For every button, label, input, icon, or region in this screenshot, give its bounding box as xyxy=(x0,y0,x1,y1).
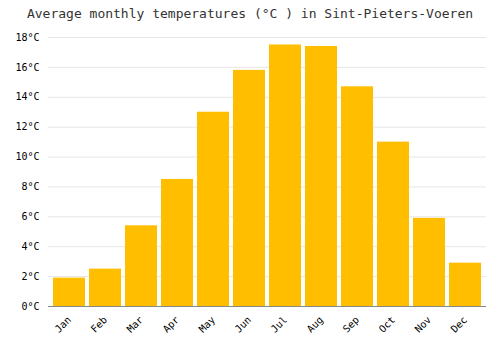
svg-text:16°C: 16°C xyxy=(15,62,39,73)
svg-text:18°C: 18°C xyxy=(15,32,39,43)
svg-text:2°C: 2°C xyxy=(21,271,39,282)
svg-text:Nov: Nov xyxy=(413,314,434,335)
svg-text:6°C: 6°C xyxy=(21,211,39,222)
svg-text:Oct: Oct xyxy=(377,314,398,335)
svg-text:10°C: 10°C xyxy=(15,151,39,162)
svg-text:Feb: Feb xyxy=(89,314,110,335)
svg-text:Jun: Jun xyxy=(233,314,254,335)
svg-text:4°C: 4°C xyxy=(21,241,39,252)
svg-text:8°C: 8°C xyxy=(21,181,39,192)
svg-text:Mar: Mar xyxy=(125,314,146,335)
svg-text:May: May xyxy=(197,314,218,335)
svg-text:Aug: Aug xyxy=(305,314,326,335)
svg-text:14°C: 14°C xyxy=(15,91,39,102)
svg-text:Jul: Jul xyxy=(269,314,290,335)
svg-text:12°C: 12°C xyxy=(15,121,39,132)
svg-text:Dec: Dec xyxy=(449,314,470,335)
svg-text:Jan: Jan xyxy=(53,314,74,335)
svg-text:0°C: 0°C xyxy=(21,301,39,312)
svg-text:Apr: Apr xyxy=(161,314,182,335)
svg-text:Sep: Sep xyxy=(341,314,362,335)
html-text:Average monthly temperatures (: Average monthly temperatures (°C ) in Si… xyxy=(26,6,474,21)
